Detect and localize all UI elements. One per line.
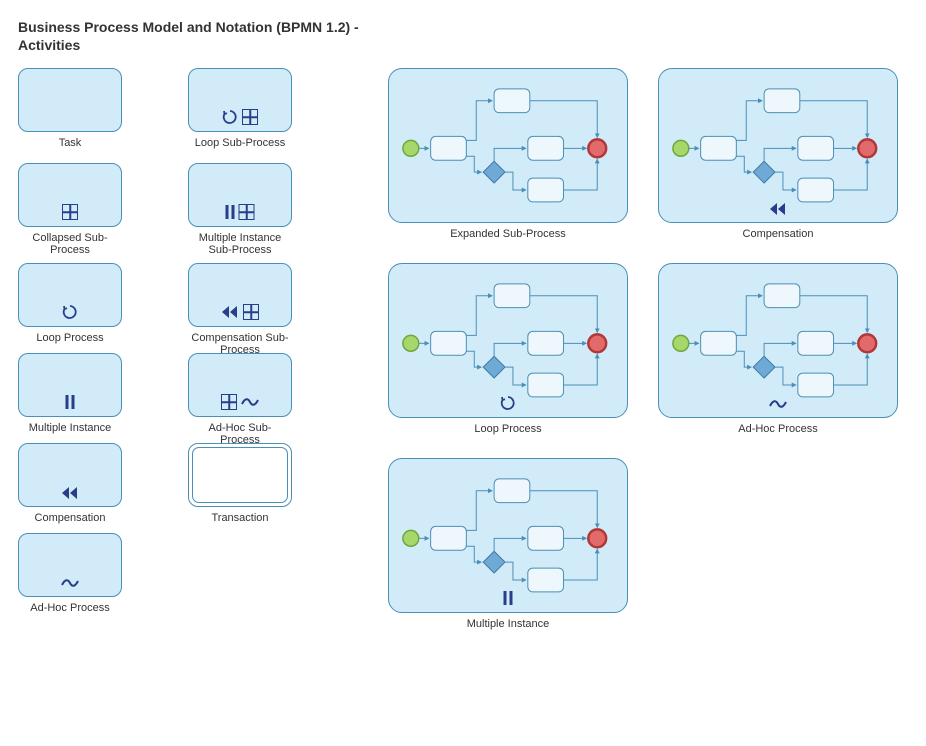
activity-label: Multiple Instance [19, 422, 121, 434]
marker-slot [66, 394, 75, 410]
activity-collapsed-sub: Collapsed Sub- Process [18, 163, 122, 227]
page-title-line2: Activities [18, 36, 908, 54]
marker-slot [769, 397, 787, 411]
parallel-marker-icon [66, 394, 75, 410]
marker-slot [61, 486, 79, 500]
activity-label: Task [19, 137, 121, 149]
expanded-label: Compensation [659, 228, 897, 240]
diagram-canvas: TaskCollapsed Sub- Process Loop Process … [18, 68, 908, 728]
expanded-label: Multiple Instance [389, 618, 627, 630]
parallel-marker-icon [504, 590, 513, 606]
marker-slot [221, 394, 259, 410]
compensation-marker-icon [769, 202, 787, 216]
activity-adhoc-process: Ad-Hoc Process [18, 533, 122, 597]
marker-slot [226, 204, 255, 220]
expanded-expanded-sub: Expanded Sub-Process [388, 68, 628, 223]
adhoc-marker-icon [61, 576, 79, 590]
compensation-marker-icon [221, 305, 239, 319]
activity-label: Loop Sub-Process [189, 137, 291, 149]
activity-compensation: Compensation [18, 443, 122, 507]
subprocess-inner-flow [659, 264, 897, 418]
activity-label: Multiple Instance Sub-Process [189, 232, 291, 256]
collapse-marker-icon [239, 204, 255, 220]
marker-slot [62, 204, 78, 220]
activity-adhoc-sub: Ad-Hoc Sub-Process [188, 353, 292, 417]
activity-multiple-instance: Multiple Instance [18, 353, 122, 417]
adhoc-marker-icon [241, 395, 259, 409]
expanded-label: Loop Process [389, 423, 627, 435]
marker-slot [61, 576, 79, 590]
activity-loop-sub: Loop Sub-Process [188, 68, 292, 132]
expanded-exp-comp: Compensation [658, 68, 898, 223]
marker-slot [504, 590, 513, 606]
collapse-marker-icon [62, 204, 78, 220]
activity-label: Collapsed Sub- Process [19, 232, 121, 256]
expanded-exp-adhoc: Ad-Hoc Process [658, 263, 898, 418]
parallel-marker-icon [226, 204, 235, 220]
adhoc-marker-icon [769, 397, 787, 411]
marker-slot [222, 109, 258, 125]
loop-marker-icon [222, 109, 238, 125]
page-title: Business Process Model and Notation (BPM… [18, 18, 908, 54]
activity-mi-sub: Multiple Instance Sub-Process [188, 163, 292, 227]
subprocess-inner-flow [659, 69, 897, 223]
marker-slot [62, 304, 78, 320]
expanded-label: Expanded Sub-Process [389, 228, 627, 240]
page-title-line1: Business Process Model and Notation (BPM… [18, 18, 908, 36]
expanded-label: Ad-Hoc Process [659, 423, 897, 435]
subprocess-inner-flow [389, 69, 627, 223]
transaction-inner-border [192, 447, 288, 503]
activity-loop-process: Loop Process [18, 263, 122, 327]
marker-slot [769, 202, 787, 216]
loop-marker-icon [500, 395, 516, 411]
marker-slot [221, 304, 259, 320]
compensation-marker-icon [61, 486, 79, 500]
activity-label: Compensation [19, 512, 121, 524]
expanded-exp-mi: Multiple Instance [388, 458, 628, 613]
activity-task: Task [18, 68, 122, 132]
activity-transaction: Transaction [188, 443, 292, 507]
marker-slot [500, 395, 516, 411]
activity-label: Loop Process [19, 332, 121, 344]
collapse-marker-icon [243, 304, 259, 320]
expanded-exp-loop: Loop Process [388, 263, 628, 418]
collapse-marker-icon [221, 394, 237, 410]
activity-label: Ad-Hoc Process [19, 602, 121, 614]
collapse-marker-icon [242, 109, 258, 125]
activity-comp-sub: Compensation Sub- Process [188, 263, 292, 327]
activity-label: Transaction [189, 512, 291, 524]
loop-marker-icon [62, 304, 78, 320]
